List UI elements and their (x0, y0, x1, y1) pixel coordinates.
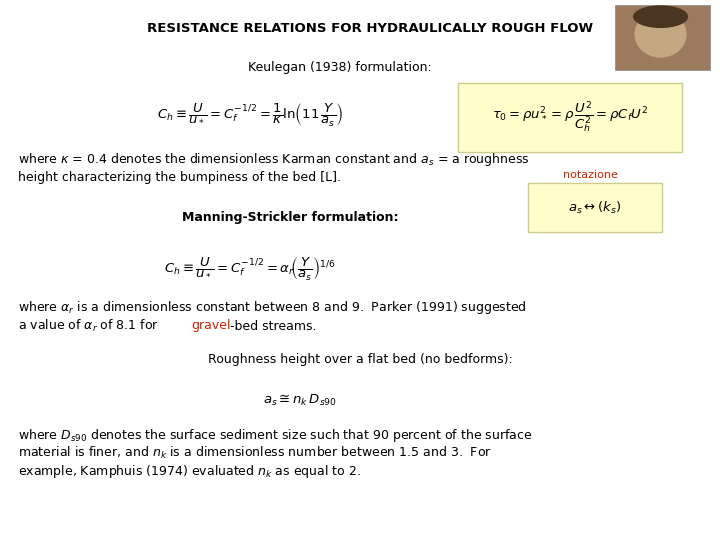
Text: material is finer, and $n_k$ is a dimensionless number between 1.5 and 3.  For: material is finer, and $n_k$ is a dimens… (18, 445, 492, 461)
Text: example, Kamphuis (1974) evaluated $n_k$ as equal to 2.: example, Kamphuis (1974) evaluated $n_k$… (18, 462, 361, 480)
Ellipse shape (634, 11, 687, 58)
Text: RESISTANCE RELATIONS FOR HYDRAULICALLY ROUGH FLOW: RESISTANCE RELATIONS FOR HYDRAULICALLY R… (147, 22, 593, 35)
Text: Roughness height over a flat bed (no bedforms):: Roughness height over a flat bed (no bed… (207, 354, 513, 367)
Text: $a_s \cong n_k\,D_{s90}$: $a_s \cong n_k\,D_{s90}$ (263, 393, 337, 408)
Text: -bed streams.: -bed streams. (230, 320, 317, 333)
Text: where $\alpha_r$ is a dimensionless constant between 8 and 9.  Parker (1991) sug: where $\alpha_r$ is a dimensionless cons… (18, 300, 527, 316)
FancyBboxPatch shape (615, 5, 710, 70)
Text: Keulegan (1938) formulation:: Keulegan (1938) formulation: (248, 62, 432, 75)
Text: where $\kappa$ = 0.4 denotes the dimensionless Karman constant and $a_s$ = a rou: where $\kappa$ = 0.4 denotes the dimensi… (18, 152, 530, 168)
Text: notazione: notazione (562, 170, 618, 180)
Text: $\tau_0 = \rho u_*^2 = \rho\,\dfrac{U^2}{C_h^2} = \rho C_f U^2$: $\tau_0 = \rho u_*^2 = \rho\,\dfrac{U^2}… (492, 100, 648, 136)
FancyBboxPatch shape (528, 183, 662, 232)
Text: $C_h \equiv \dfrac{U}{u_*} = C_f^{-1/2} = \dfrac{1}{\kappa}\ln\!\left(11\,\dfrac: $C_h \equiv \dfrac{U}{u_*} = C_f^{-1/2} … (157, 102, 343, 129)
Text: a value of $\alpha_r$ of 8.1 for: a value of $\alpha_r$ of 8.1 for (18, 318, 159, 334)
Text: $C_h \equiv \dfrac{U}{u_*} = C_f^{-1/2} = \alpha_r\!\left(\dfrac{Y}{a_s}\right)^: $C_h \equiv \dfrac{U}{u_*} = C_f^{-1/2} … (164, 254, 336, 281)
FancyBboxPatch shape (458, 83, 682, 152)
Text: where $D_{s90}$ denotes the surface sediment size such that 90 percent of the su: where $D_{s90}$ denotes the surface sedi… (18, 427, 532, 443)
Text: height characterizing the bumpiness of the bed [L].: height characterizing the bumpiness of t… (18, 172, 341, 185)
Text: gravel: gravel (191, 320, 230, 333)
Text: Manning-Strickler formulation:: Manning-Strickler formulation: (181, 212, 398, 225)
Text: $a_s \leftrightarrow (k_s)$: $a_s \leftrightarrow (k_s)$ (568, 199, 622, 215)
Ellipse shape (633, 5, 688, 28)
